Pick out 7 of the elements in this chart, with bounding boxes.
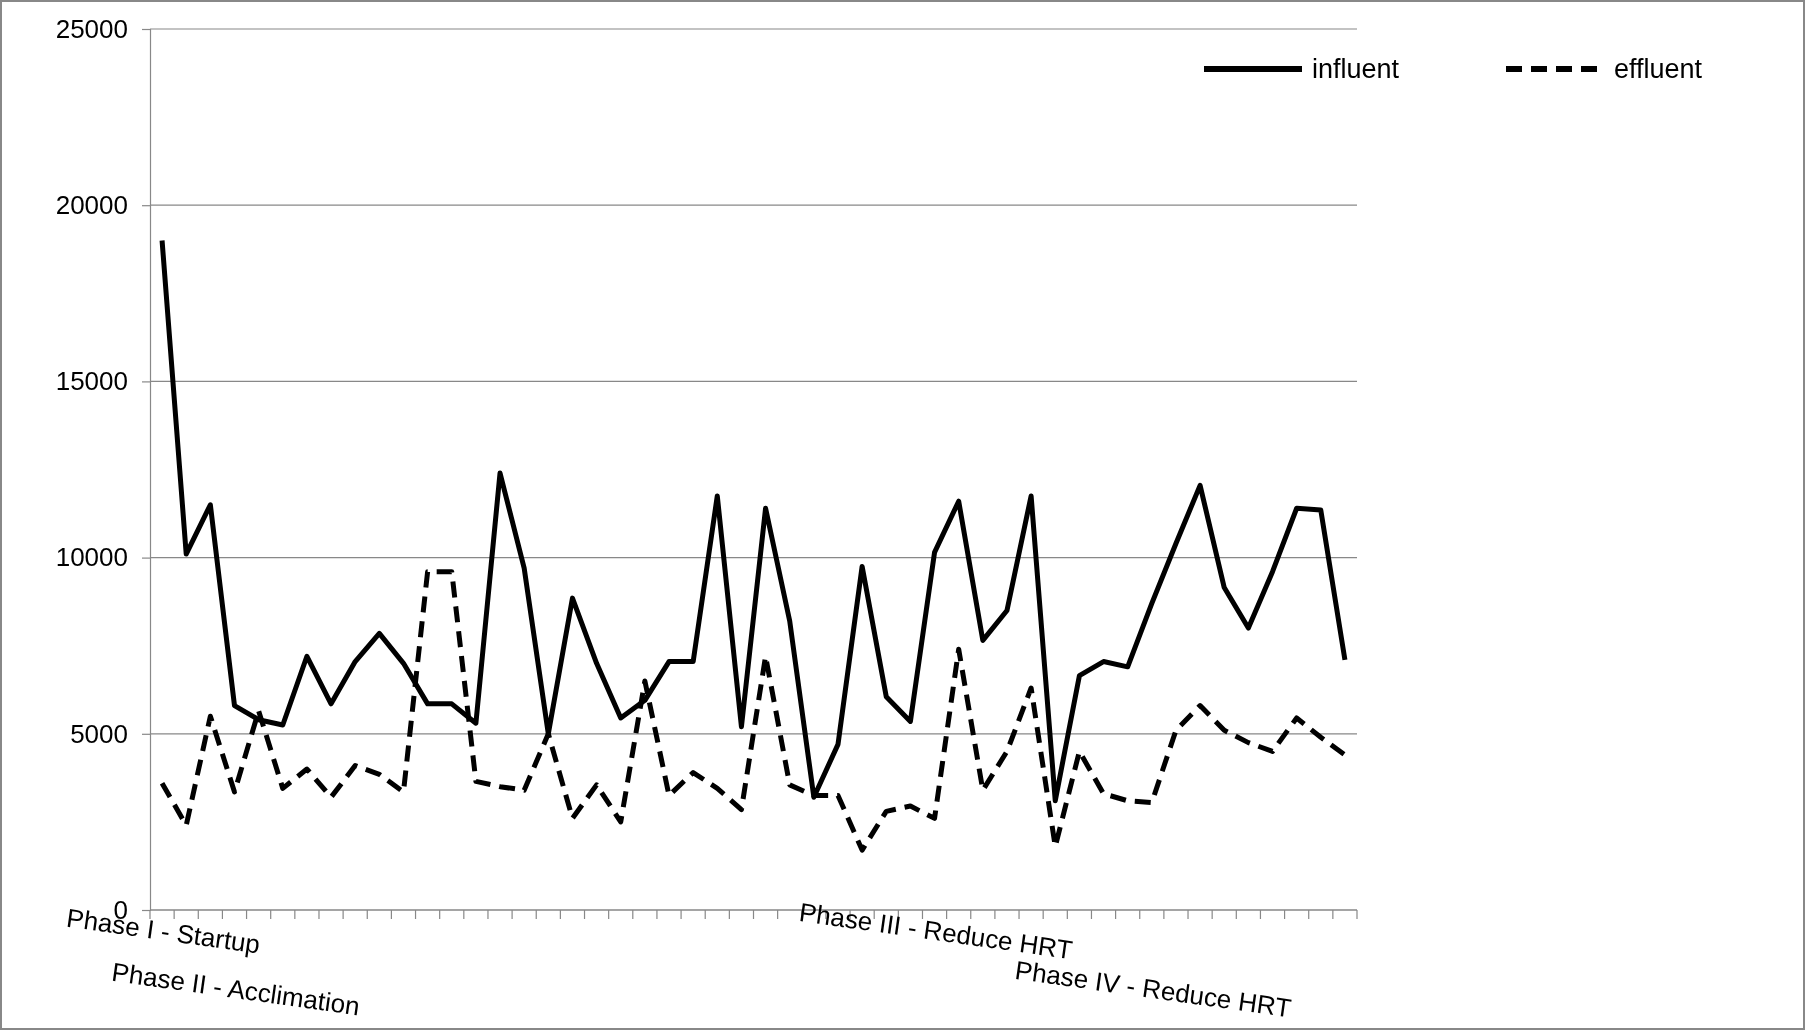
- legend-label: effluent: [1614, 54, 1703, 84]
- y-tick-label: 20000: [55, 190, 128, 221]
- y-tick-label: 5000: [70, 718, 128, 749]
- y-tick-label: 10000: [55, 542, 128, 573]
- y-tick-label: 25000: [55, 13, 128, 44]
- y-tick-label: 15000: [55, 366, 128, 397]
- legend-label: influent: [1312, 54, 1400, 84]
